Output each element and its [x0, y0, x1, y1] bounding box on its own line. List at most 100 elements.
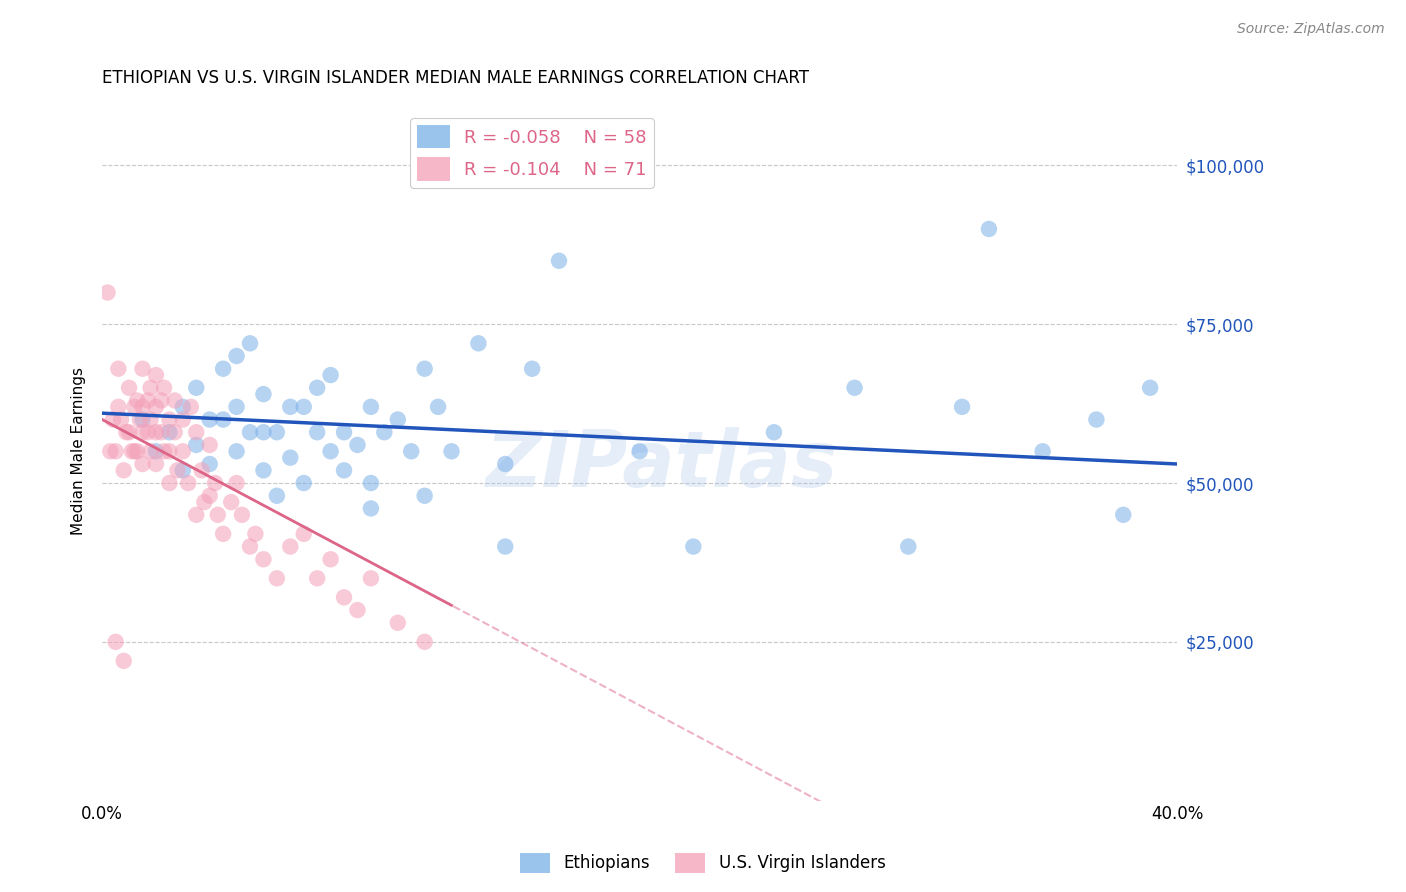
Point: [163, 393, 186, 408]
Point: [190, 463, 212, 477]
Point: [131, 412, 153, 426]
Point: [252, 552, 274, 566]
Point: [212, 526, 235, 541]
Text: Source: ZipAtlas.com: Source: ZipAtlas.com: [1237, 22, 1385, 37]
Point: [204, 476, 226, 491]
Point: [177, 476, 200, 491]
Point: [101, 412, 124, 426]
Point: [150, 425, 173, 440]
Point: [319, 368, 342, 382]
Point: [239, 336, 262, 351]
Point: [219, 495, 242, 509]
Point: [333, 463, 356, 477]
Point: [292, 476, 315, 491]
Point: [897, 540, 920, 554]
Point: [198, 457, 221, 471]
Point: [131, 400, 153, 414]
Point: [266, 425, 288, 440]
Point: [278, 400, 301, 414]
Point: [112, 654, 135, 668]
Point: [360, 400, 382, 414]
Point: [278, 450, 301, 465]
Point: [145, 368, 167, 382]
Point: [762, 425, 785, 440]
Point: [212, 361, 235, 376]
Point: [127, 444, 149, 458]
Point: [172, 463, 194, 477]
Point: [413, 361, 436, 376]
Point: [124, 400, 146, 414]
Point: [107, 400, 129, 414]
Point: [467, 336, 489, 351]
Point: [413, 489, 436, 503]
Point: [112, 463, 135, 477]
Point: [245, 526, 267, 541]
Point: [225, 444, 247, 458]
Text: ETHIOPIAN VS U.S. VIRGIN ISLANDER MEDIAN MALE EARNINGS CORRELATION CHART: ETHIOPIAN VS U.S. VIRGIN ISLANDER MEDIAN…: [103, 69, 810, 87]
Point: [520, 361, 543, 376]
Point: [387, 412, 409, 426]
Point: [1112, 508, 1135, 522]
Point: [166, 463, 188, 477]
Point: [145, 444, 167, 458]
Point: [494, 540, 516, 554]
Point: [172, 412, 194, 426]
Point: [172, 400, 194, 414]
Point: [266, 489, 288, 503]
Point: [145, 400, 167, 414]
Point: [193, 495, 215, 509]
Point: [153, 444, 176, 458]
Point: [360, 476, 382, 491]
Point: [180, 400, 202, 414]
Point: [333, 591, 356, 605]
Point: [346, 438, 368, 452]
Point: [198, 438, 221, 452]
Point: [98, 444, 121, 458]
Point: [136, 425, 159, 440]
Point: [307, 381, 329, 395]
Point: [157, 444, 180, 458]
Point: [118, 425, 141, 440]
Point: [145, 425, 167, 440]
Point: [104, 444, 127, 458]
Point: [131, 457, 153, 471]
Point: [239, 425, 262, 440]
Point: [292, 526, 315, 541]
Point: [307, 425, 329, 440]
Point: [186, 425, 208, 440]
Point: [252, 387, 274, 401]
Point: [198, 489, 221, 503]
Point: [128, 412, 150, 426]
Point: [139, 444, 162, 458]
Y-axis label: Median Male Earnings: Median Male Earnings: [72, 368, 86, 535]
Point: [186, 508, 208, 522]
Point: [548, 253, 571, 268]
Text: ZIPatlas: ZIPatlas: [485, 427, 837, 503]
Point: [118, 381, 141, 395]
Point: [494, 457, 516, 471]
Point: [153, 381, 176, 395]
Point: [212, 412, 235, 426]
Point: [1139, 381, 1161, 395]
Point: [1032, 444, 1054, 458]
Point: [225, 400, 247, 414]
Point: [131, 361, 153, 376]
Point: [231, 508, 253, 522]
Point: [157, 425, 180, 440]
Point: [139, 381, 162, 395]
Point: [628, 444, 651, 458]
Point: [115, 425, 138, 440]
Point: [172, 444, 194, 458]
Point: [252, 425, 274, 440]
Point: [139, 412, 162, 426]
Point: [333, 425, 356, 440]
Point: [360, 571, 382, 585]
Point: [186, 438, 208, 452]
Point: [427, 400, 450, 414]
Point: [225, 476, 247, 491]
Point: [440, 444, 463, 458]
Point: [163, 425, 186, 440]
Point: [121, 444, 143, 458]
Legend: R = -0.058    N = 58, R = -0.104    N = 71: R = -0.058 N = 58, R = -0.104 N = 71: [411, 118, 654, 188]
Point: [107, 361, 129, 376]
